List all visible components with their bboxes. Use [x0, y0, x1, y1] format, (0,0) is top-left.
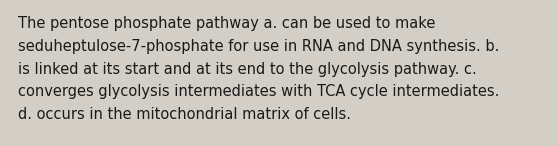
Text: converges glycolysis intermediates with TCA cycle intermediates.: converges glycolysis intermediates with … [18, 84, 499, 99]
Text: is linked at its start and at its end to the glycolysis pathway. c.: is linked at its start and at its end to… [18, 62, 477, 77]
Text: seduheptulose-7-phosphate for use in RNA and DNA synthesis. b.: seduheptulose-7-phosphate for use in RNA… [18, 39, 499, 54]
Text: The pentose phosphate pathway a. can be used to make: The pentose phosphate pathway a. can be … [18, 16, 435, 31]
Text: d. occurs in the mitochondrial matrix of cells.: d. occurs in the mitochondrial matrix of… [18, 107, 351, 122]
